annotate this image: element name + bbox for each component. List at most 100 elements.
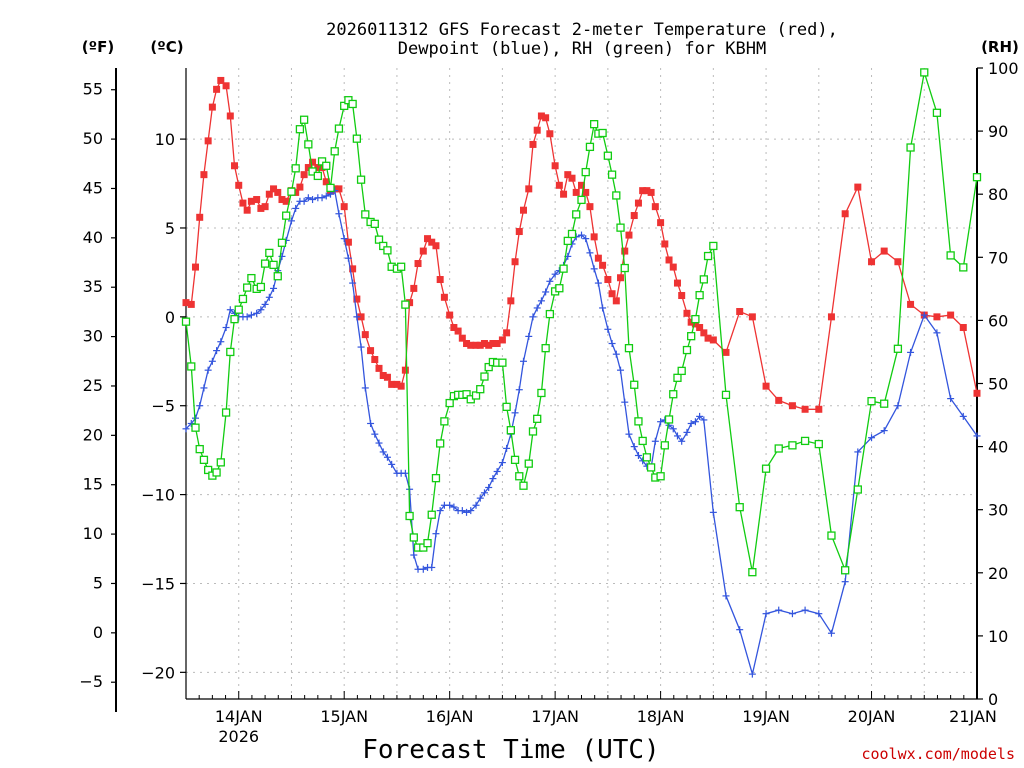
rh-point	[880, 399, 889, 408]
dewpoint-point	[200, 384, 208, 392]
rh-point	[603, 151, 613, 160]
x-tick-sublabel: 2026	[218, 727, 259, 746]
temperature-point	[868, 258, 876, 266]
dewpoint-point	[344, 254, 352, 262]
rh-point	[607, 170, 617, 179]
temperature-point	[476, 341, 484, 349]
temperature-point	[485, 341, 493, 349]
temperature-point	[314, 164, 322, 172]
dewpoint-point	[625, 430, 633, 438]
x-tick-label: 17JAN	[531, 707, 579, 726]
rh-tick-label: 80	[988, 185, 1008, 204]
rh-point	[199, 455, 209, 465]
dewpoint-point	[920, 311, 928, 319]
dewpoint-point	[722, 592, 730, 600]
rh-point	[401, 300, 410, 309]
temperature-point	[446, 311, 454, 319]
rh-point	[788, 441, 797, 450]
temperature-point	[472, 341, 480, 349]
temperature-point	[436, 276, 444, 284]
dewpoint-point	[700, 416, 708, 424]
temperature-point	[586, 203, 594, 211]
temperature-point	[621, 247, 629, 255]
dewpoint-point	[608, 340, 616, 348]
fahrenheit-tick-label: 55	[83, 80, 103, 99]
temperature-point	[788, 402, 796, 410]
fahrenheit-tick-label: 25	[83, 376, 103, 395]
rh-point	[423, 538, 432, 548]
rh-point	[972, 173, 982, 182]
rh-point	[445, 398, 454, 408]
temperature-point	[257, 204, 265, 212]
temperature-point	[361, 331, 369, 339]
temperature-point	[243, 206, 251, 214]
celsius-tick-label: −15	[141, 574, 175, 593]
temperature-point	[630, 212, 638, 220]
temperature-point	[489, 340, 497, 348]
temperature-point	[503, 329, 511, 337]
dewpoint-point	[410, 551, 418, 559]
fahrenheit-tick-label: 20	[83, 425, 103, 444]
temperature-point	[296, 183, 304, 191]
dewpoint-point	[880, 427, 888, 435]
rh-point	[906, 143, 915, 152]
temperature-point	[278, 196, 286, 204]
rh-point	[946, 251, 955, 260]
dewpoint-point	[436, 507, 444, 515]
chart-title-line1: 2026011312 GFS Forecast 2-meter Temperat…	[326, 20, 838, 40]
rh-point	[431, 473, 441, 483]
temperature-point	[406, 299, 414, 307]
temperature-point	[217, 76, 225, 84]
rh-point	[304, 140, 313, 149]
temperature-point	[722, 348, 730, 356]
dewpoint-point	[612, 350, 620, 358]
temperature-point	[599, 261, 607, 269]
temperature-point	[388, 380, 396, 388]
x-tick-label: 21JAN	[949, 707, 997, 726]
dewpoint-point	[959, 412, 967, 420]
temperature-point	[353, 295, 361, 303]
temperature-point	[762, 382, 770, 390]
dewpoint-point	[590, 265, 598, 273]
dewpoint-point	[379, 448, 387, 456]
temperature-point	[519, 206, 527, 214]
dewpoint-point	[748, 670, 756, 678]
temperature-point	[612, 297, 620, 305]
fahrenheit-tick-label: 0	[93, 623, 103, 642]
dewpoint-point	[933, 329, 941, 337]
dewpoint-point	[498, 459, 506, 467]
dewpoint-point	[304, 194, 312, 202]
dewpoint-point	[485, 483, 493, 491]
temperature-point	[775, 396, 783, 404]
rh-point	[624, 344, 634, 353]
gridlines	[186, 68, 977, 699]
rh-point	[195, 444, 204, 454]
temperature-point	[529, 140, 537, 148]
temperature-point	[564, 171, 572, 179]
dewpoint-point	[947, 395, 955, 403]
rh-point	[598, 128, 607, 138]
rh-point	[735, 503, 744, 512]
rh-point	[480, 372, 489, 381]
dewpoint-point	[894, 402, 902, 410]
temperature-point	[568, 174, 576, 182]
x-tick-label: 20JAN	[848, 707, 896, 726]
dewpoint-point	[204, 366, 212, 374]
rh-point	[409, 533, 418, 542]
temperature-point	[498, 336, 506, 344]
dewpoint-point	[709, 508, 717, 516]
dewpoint-point	[300, 197, 308, 205]
temperature-point	[651, 203, 659, 211]
dewpoint-point	[762, 610, 770, 618]
dewpoint-point	[841, 578, 849, 586]
dewpoint-point	[827, 629, 835, 637]
rh-point	[555, 284, 564, 293]
rh-point	[256, 282, 266, 292]
rh-point	[709, 241, 718, 251]
dewpoint-point	[261, 300, 269, 308]
rh-point	[841, 566, 850, 575]
rh-point	[656, 472, 665, 481]
unit-label-fahrenheit: (ºF)	[82, 38, 114, 56]
dewpoint-point	[247, 311, 255, 319]
temperature-point	[827, 313, 835, 321]
